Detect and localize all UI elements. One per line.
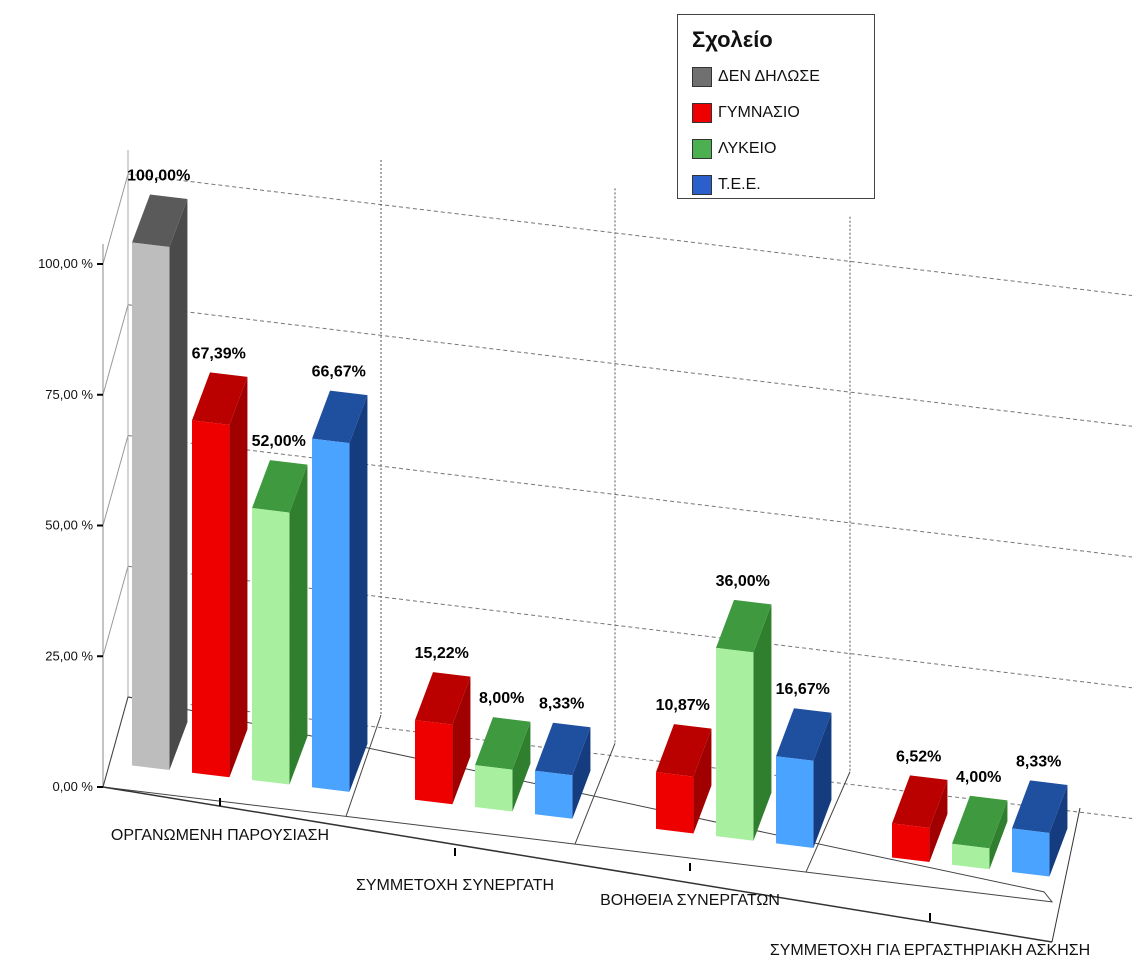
bar-side — [572, 727, 591, 819]
bar — [952, 843, 990, 870]
bar-top — [892, 775, 948, 828]
legend-item: Τ.Ε.Ε. — [692, 167, 874, 203]
legend-title: Σχολείο — [692, 27, 773, 52]
bar-side — [1049, 784, 1068, 877]
y-tick-label: 50,00 % — [45, 518, 93, 533]
category-label: ΒΟΗΘΕΙΑ ΣΥΝΕΡΓΑΤΩΝ — [600, 892, 780, 909]
category-label: ΟΡΓΑΝΩΜΕΝΗ ΠΑΡΟΥΣΙΑΣΗ — [111, 827, 329, 844]
gridline — [102, 566, 129, 657]
x-axis — [102, 786, 1053, 943]
bar-top — [656, 724, 712, 777]
bar-side — [693, 728, 712, 834]
bar — [776, 756, 814, 848]
bar — [535, 770, 573, 819]
data-label: 8,33% — [539, 696, 584, 713]
bar-side — [753, 604, 772, 841]
legend-swatch — [692, 67, 712, 87]
bar-top — [535, 722, 591, 776]
bar — [252, 508, 290, 785]
bar — [192, 420, 230, 778]
gridline — [127, 304, 1133, 427]
bar — [475, 765, 513, 812]
data-label: 16,67% — [776, 681, 830, 698]
data-label: 66,67% — [312, 364, 366, 381]
gridline — [102, 304, 129, 395]
data-label: 100,00% — [127, 168, 190, 185]
gridline — [127, 173, 1133, 296]
bar-top — [312, 390, 368, 444]
bar — [892, 823, 930, 862]
bar-top — [252, 460, 308, 513]
data-label: 67,39% — [192, 345, 246, 362]
legend-label: ΔΕΝ ΔΗΛΩΣΕ — [718, 68, 820, 85]
bar-side — [349, 395, 368, 792]
floor-divider — [574, 743, 616, 845]
data-label: 8,33% — [1016, 753, 1061, 770]
legend-item: ΛΥΚΕΙΟ — [692, 131, 874, 167]
bar-top — [132, 194, 188, 248]
legend-swatch — [692, 139, 712, 159]
bar — [656, 772, 694, 834]
data-label: 15,22% — [415, 645, 469, 662]
data-label: 10,87% — [656, 697, 710, 714]
floor — [102, 696, 1054, 903]
legend-swatch — [692, 103, 712, 123]
floor-divider — [345, 714, 382, 817]
bar-side — [512, 721, 531, 812]
bar-side — [929, 779, 948, 862]
legend-swatch — [692, 175, 712, 195]
data-label: 36,00% — [716, 573, 770, 590]
data-label: 52,00% — [252, 433, 306, 450]
bar-top — [776, 708, 832, 761]
bar — [415, 720, 453, 805]
bar-top — [415, 672, 471, 725]
bar — [1012, 828, 1050, 877]
bar-side — [289, 464, 308, 785]
legend-label: ΛΥΚΕΙΟ — [718, 140, 777, 157]
gridline — [102, 173, 129, 265]
bar-side — [813, 712, 832, 848]
bar-side — [989, 800, 1008, 870]
data-label: 6,52% — [896, 748, 941, 765]
bar-top — [475, 717, 531, 770]
gridline — [102, 435, 129, 526]
data-label: 8,00% — [479, 690, 524, 707]
floor-edge — [1051, 807, 1081, 943]
bar-top — [952, 795, 1008, 849]
legend-label: ΓΥΜΝΑΣΙΟ — [718, 104, 800, 121]
legend-label: Τ.Ε.Ε. — [718, 176, 761, 193]
legend: Σχολείο ΔΕΝ ΔΗΛΩΣΕ ΓΥΜΝΑΣΙΟ ΛΥΚΕΙΟ Τ.Ε.Ε… — [677, 14, 875, 199]
bar — [716, 647, 754, 841]
bar-side — [229, 376, 248, 778]
category-label: ΣΥΜΜΕΤΟΧΗ ΓΙΑ ΕΡΓΑΣΤΗΡΙΑΚΗ ΑΣΚΗΣΗ — [770, 942, 1090, 959]
bar — [132, 242, 170, 771]
data-label: 4,00% — [956, 769, 1001, 786]
y-tick-label: 75,00 % — [45, 387, 93, 402]
bar-top — [1012, 780, 1068, 833]
floor-divider — [805, 771, 851, 873]
y-tick-label: 25,00 % — [45, 648, 93, 663]
bar-side — [169, 199, 188, 771]
gridline — [127, 435, 1133, 558]
bar-top — [716, 599, 772, 653]
bar-top — [192, 372, 248, 425]
bar — [312, 438, 350, 792]
bar-side — [452, 676, 471, 805]
legend-item: ΓΥΜΝΑΣΙΟ — [692, 95, 874, 131]
y-tick-label: 100,00 % — [38, 256, 93, 271]
category-label: ΣΥΜΜΕΤΟΧΗ ΣΥΝΕΡΓΑΤΗ — [356, 877, 554, 894]
legend-item: ΔΕΝ ΔΗΛΩΣΕ — [692, 59, 874, 95]
y-tick-label: 0,00 % — [53, 779, 94, 794]
